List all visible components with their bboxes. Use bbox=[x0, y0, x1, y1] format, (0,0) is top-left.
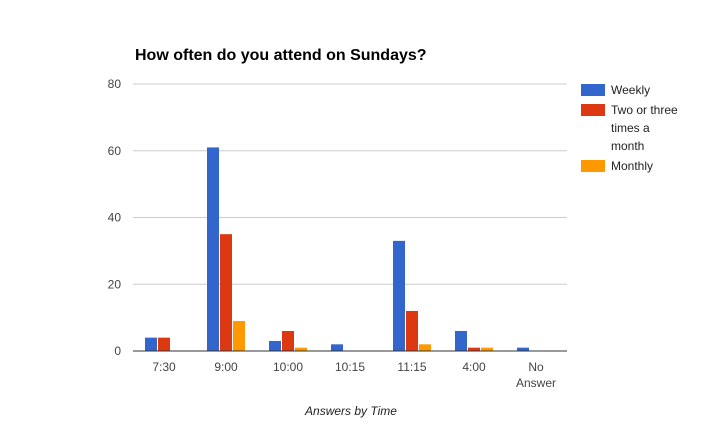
x-tick-label: 10:15 bbox=[335, 360, 365, 374]
x-tick-label: 11:15 bbox=[397, 360, 426, 374]
y-tick-label: 0 bbox=[114, 344, 121, 358]
bar-two-or-three-4 bbox=[406, 310, 418, 351]
bar-monthly-4 bbox=[419, 344, 431, 351]
y-tick-label: 60 bbox=[108, 144, 122, 158]
x-tick-label: 4:00 bbox=[462, 360, 486, 374]
bar-weekly-0 bbox=[145, 337, 157, 351]
bar-two-or-three-0 bbox=[158, 337, 170, 351]
x-tick-label-line: Answer bbox=[516, 376, 556, 390]
bar-weekly-1 bbox=[207, 147, 219, 351]
bar-two-or-three-1 bbox=[220, 234, 232, 351]
legend-label-line: Two or three bbox=[611, 103, 678, 117]
bar-two-or-three-5 bbox=[468, 347, 480, 351]
bar-monthly-2 bbox=[295, 347, 307, 351]
x-axis-label: Answers by Time bbox=[304, 404, 397, 418]
legend-label: Monthly bbox=[611, 159, 653, 173]
y-tick-label: 40 bbox=[108, 211, 122, 225]
x-tick-label: 7:30 bbox=[152, 360, 176, 374]
bar-monthly-5 bbox=[481, 347, 493, 351]
chart-title: How often do you attend on Sundays? bbox=[135, 47, 427, 64]
legend-label-line: times a bbox=[611, 121, 650, 135]
legend-label-line: Monthly bbox=[611, 159, 653, 173]
x-tick-label-line: 10:15 bbox=[335, 360, 365, 374]
legend-label: Two or three times a month bbox=[611, 103, 678, 153]
x-tick-label-line: 11:15 bbox=[397, 360, 426, 374]
bar-two-or-three-2 bbox=[282, 330, 294, 351]
legend-swatch bbox=[581, 160, 605, 172]
bar-weekly-6 bbox=[517, 347, 529, 351]
legend-swatch bbox=[581, 84, 605, 96]
bar-weekly-4 bbox=[393, 240, 405, 351]
x-tick-label: 9:00 bbox=[214, 360, 238, 374]
bar-weekly-5 bbox=[455, 330, 467, 351]
x-tick-label: 10:00 bbox=[273, 360, 303, 374]
gridlines bbox=[133, 83, 567, 285]
x-tick-label: No Answer bbox=[516, 360, 556, 390]
x-tick-label-line: No bbox=[528, 360, 544, 374]
x-axis-ticks: 7:30 9:00 10:00 10:15 11:15 4:00 No Answer bbox=[152, 360, 556, 390]
y-tick-label: 80 bbox=[108, 77, 122, 91]
y-tick-label: 20 bbox=[108, 277, 122, 291]
legend-label-line: month bbox=[611, 139, 644, 153]
y-axis-ticks: 0 20 40 60 80 bbox=[108, 77, 122, 358]
x-tick-label-line: 4:00 bbox=[462, 360, 486, 374]
x-tick-label-line: 7:30 bbox=[152, 360, 176, 374]
legend: Weekly Two or three times a month Monthly bbox=[581, 83, 678, 173]
bar-monthly-1 bbox=[233, 320, 245, 351]
legend-swatch bbox=[581, 104, 605, 116]
x-tick-label-line: 10:00 bbox=[273, 360, 303, 374]
legend-label: Weekly bbox=[611, 83, 650, 97]
x-tick-label-line: 9:00 bbox=[214, 360, 238, 374]
bar-weekly-2 bbox=[269, 340, 281, 351]
legend-label-line: Weekly bbox=[611, 83, 650, 97]
bars bbox=[145, 147, 529, 351]
bar-weekly-3 bbox=[331, 344, 343, 351]
